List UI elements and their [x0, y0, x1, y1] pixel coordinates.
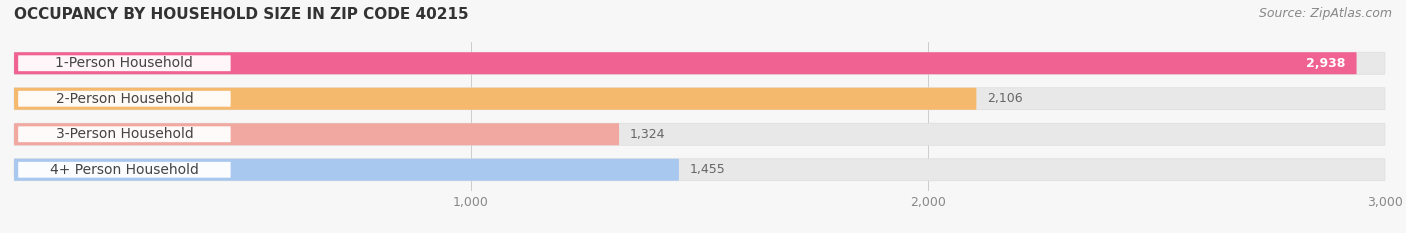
FancyBboxPatch shape: [14, 123, 619, 145]
FancyBboxPatch shape: [14, 88, 976, 110]
FancyBboxPatch shape: [14, 159, 1385, 181]
FancyBboxPatch shape: [18, 55, 231, 71]
FancyBboxPatch shape: [14, 52, 1357, 74]
Text: 1-Person Household: 1-Person Household: [55, 56, 194, 70]
FancyBboxPatch shape: [14, 159, 679, 181]
Text: 1,324: 1,324: [630, 128, 665, 141]
FancyBboxPatch shape: [18, 162, 231, 178]
FancyBboxPatch shape: [14, 88, 1385, 110]
Text: 1,455: 1,455: [690, 163, 725, 176]
Text: Source: ZipAtlas.com: Source: ZipAtlas.com: [1258, 7, 1392, 20]
Text: 2-Person Household: 2-Person Household: [56, 92, 193, 106]
Text: 3-Person Household: 3-Person Household: [56, 127, 193, 141]
Text: 4+ Person Household: 4+ Person Household: [51, 163, 198, 177]
Text: 2,106: 2,106: [987, 92, 1024, 105]
FancyBboxPatch shape: [14, 123, 1385, 145]
Text: 2,938: 2,938: [1306, 57, 1346, 70]
FancyBboxPatch shape: [14, 52, 1385, 74]
Text: OCCUPANCY BY HOUSEHOLD SIZE IN ZIP CODE 40215: OCCUPANCY BY HOUSEHOLD SIZE IN ZIP CODE …: [14, 7, 468, 22]
FancyBboxPatch shape: [18, 126, 231, 142]
FancyBboxPatch shape: [18, 91, 231, 107]
